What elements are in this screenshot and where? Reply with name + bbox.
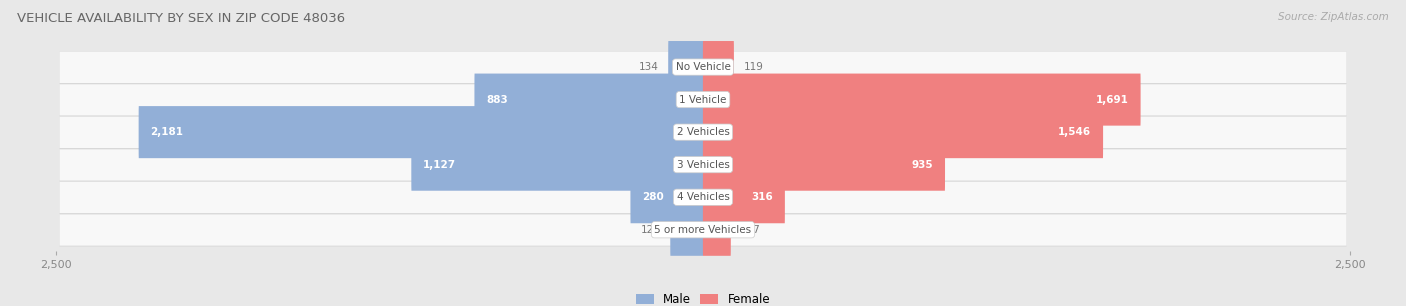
FancyBboxPatch shape xyxy=(59,215,1347,246)
Text: 2,181: 2,181 xyxy=(150,127,183,137)
FancyBboxPatch shape xyxy=(703,204,731,256)
FancyBboxPatch shape xyxy=(59,52,1347,83)
FancyBboxPatch shape xyxy=(703,139,945,191)
Text: 883: 883 xyxy=(486,95,508,105)
FancyBboxPatch shape xyxy=(703,73,1140,126)
FancyBboxPatch shape xyxy=(668,41,703,93)
FancyBboxPatch shape xyxy=(59,149,1347,181)
Text: 1 Vehicle: 1 Vehicle xyxy=(679,95,727,105)
FancyBboxPatch shape xyxy=(630,171,703,223)
Text: 126: 126 xyxy=(641,225,661,235)
Text: Source: ZipAtlas.com: Source: ZipAtlas.com xyxy=(1278,12,1389,22)
FancyBboxPatch shape xyxy=(139,106,703,158)
FancyBboxPatch shape xyxy=(59,52,1347,84)
FancyBboxPatch shape xyxy=(703,41,734,93)
FancyBboxPatch shape xyxy=(474,73,703,126)
Text: 316: 316 xyxy=(751,192,773,202)
Text: 119: 119 xyxy=(744,62,763,72)
FancyBboxPatch shape xyxy=(703,171,785,223)
Text: 935: 935 xyxy=(911,160,934,170)
FancyBboxPatch shape xyxy=(59,149,1347,181)
Text: 2 Vehicles: 2 Vehicles xyxy=(676,127,730,137)
FancyBboxPatch shape xyxy=(59,117,1347,149)
Text: 5 or more Vehicles: 5 or more Vehicles xyxy=(654,225,752,235)
Legend: Male, Female: Male, Female xyxy=(631,288,775,306)
FancyBboxPatch shape xyxy=(59,84,1347,116)
FancyBboxPatch shape xyxy=(703,106,1104,158)
FancyBboxPatch shape xyxy=(671,204,703,256)
FancyBboxPatch shape xyxy=(59,117,1347,148)
Text: 1,691: 1,691 xyxy=(1095,95,1129,105)
Text: 4 Vehicles: 4 Vehicles xyxy=(676,192,730,202)
FancyBboxPatch shape xyxy=(59,84,1347,116)
FancyBboxPatch shape xyxy=(59,215,1347,246)
FancyBboxPatch shape xyxy=(412,139,703,191)
Text: 1,127: 1,127 xyxy=(423,160,456,170)
FancyBboxPatch shape xyxy=(59,182,1347,213)
Text: No Vehicle: No Vehicle xyxy=(675,62,731,72)
Text: 280: 280 xyxy=(643,192,664,202)
Text: VEHICLE AVAILABILITY BY SEX IN ZIP CODE 48036: VEHICLE AVAILABILITY BY SEX IN ZIP CODE … xyxy=(17,12,344,25)
Text: 3 Vehicles: 3 Vehicles xyxy=(676,160,730,170)
Text: 1,546: 1,546 xyxy=(1059,127,1091,137)
FancyBboxPatch shape xyxy=(59,182,1347,214)
Text: 107: 107 xyxy=(741,225,761,235)
Text: 134: 134 xyxy=(638,62,658,72)
